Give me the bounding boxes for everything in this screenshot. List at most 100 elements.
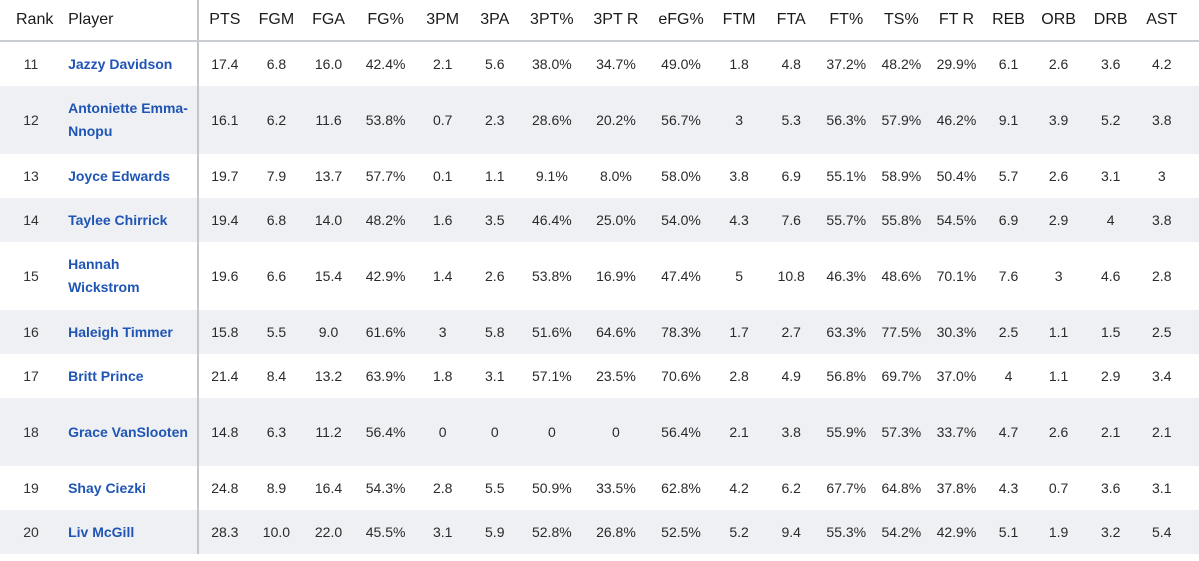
- stat-cell-fgm: 7.9: [266, 168, 287, 184]
- column-header-pts[interactable]: PTS: [198, 0, 251, 42]
- stat-cell-fgp: 45.5%: [354, 510, 417, 554]
- stat-cell-fgm: 6.6: [266, 268, 287, 284]
- player-cell: Jazzy Davidson: [62, 41, 200, 86]
- stat-cell-tpr: 33.5%: [596, 480, 636, 496]
- stat-cell-reb: 6.1: [998, 56, 1019, 72]
- player-link[interactable]: Joyce Edwards: [68, 167, 171, 184]
- stat-cell-ts: 69.7%: [881, 368, 922, 384]
- stat-cell-ts: 48.2%: [881, 56, 922, 72]
- stat-cell-reb: 4: [1004, 368, 1013, 384]
- player-link[interactable]: Jazzy Davidson: [68, 55, 173, 72]
- stat-cell-tpp: 0: [520, 398, 583, 466]
- column-header-fg[interactable]: FG%: [354, 0, 417, 42]
- stat-cell-drb: 5.2: [1085, 86, 1136, 154]
- stat-cell-fgm: 6.3: [250, 398, 303, 466]
- column-header-3pt[interactable]: 3PT%: [520, 0, 583, 42]
- stat-cell-tpp: 51.6%: [520, 310, 583, 354]
- player-link[interactable]: Taylee Chirrick: [68, 211, 168, 228]
- stat-cell-ast: 3.8: [1135, 198, 1188, 242]
- column-header-t[interactable]: T: [1187, 0, 1199, 42]
- stat-cell-fgm: 8.4: [266, 368, 287, 384]
- stat-cell-fgm: 8.9: [266, 480, 287, 496]
- stat-cell-fga: 13.7: [314, 168, 343, 184]
- player-link[interactable]: Grace VanSlooten: [68, 423, 188, 440]
- column-header-ft-r[interactable]: FT R: [927, 0, 986, 42]
- stat-cell-reb: 2.5: [985, 310, 1032, 354]
- stat-cell-orb: 2.6: [1031, 398, 1086, 466]
- column-header-fga[interactable]: FGA: [302, 0, 355, 42]
- column-header-orb[interactable]: ORB: [1031, 0, 1086, 42]
- column-header-ts[interactable]: TS%: [875, 0, 928, 42]
- player-cell: Antoniette Emma-Nnopu: [62, 86, 200, 154]
- stat-cell-ftr: 42.9%: [927, 510, 986, 554]
- column-header-3pt-r[interactable]: 3PT R: [582, 0, 649, 42]
- stat-cell-ftm: 2.8: [729, 368, 749, 384]
- stat-cell-orb: 0.7: [1048, 480, 1069, 496]
- stat-cell-reb: 5.7: [998, 168, 1019, 184]
- column-header-reb[interactable]: REB: [985, 0, 1032, 42]
- stat-cell-fgm: 10.0: [250, 510, 303, 554]
- stat-cell-orb: 3.9: [1031, 86, 1086, 154]
- player-link[interactable]: Haleigh Timmer: [68, 323, 173, 340]
- stat-cell-tpp: 9.1%: [535, 168, 568, 184]
- stat-cell-fga: 11.6: [302, 86, 355, 154]
- stat-cell-tpr: 20.2%: [582, 86, 649, 154]
- stat-cell-fga: 15.4: [314, 268, 343, 284]
- stat-cell-ts: 58.9%: [881, 168, 922, 184]
- stat-cell-ast: 5.4: [1135, 510, 1188, 554]
- player-cell: Taylee Chirrick: [62, 198, 200, 242]
- column-header-rank[interactable]: Rank: [0, 0, 63, 42]
- stat-cell-ftm: 5: [735, 268, 744, 284]
- stat-cell-drb: 3.2: [1085, 510, 1136, 554]
- stat-cell-tpm: 2.8: [432, 480, 453, 496]
- stat-cell-efg: 47.4%: [661, 268, 701, 284]
- stat-cell-ftr: 46.2%: [927, 86, 986, 154]
- table-row: 14 Taylee Chirrick 19.4 6.8 14.0 48.2% 1.6 3.5 4…: [0, 198, 1199, 242]
- stat-cell-pts: 15.8: [198, 310, 251, 354]
- stat-cell-ast: 3.4: [1152, 368, 1172, 384]
- column-header-3pa[interactable]: 3PA: [468, 0, 521, 42]
- stat-cell-drb: 4: [1085, 198, 1136, 242]
- stat-cell-tpm: 3: [416, 310, 469, 354]
- player-link[interactable]: Antoniette Emma-Nnopu: [68, 100, 188, 139]
- column-header-3pm[interactable]: 3PM: [416, 0, 469, 42]
- stat-cell-fgp: 57.7%: [365, 168, 406, 184]
- player-link[interactable]: Liv McGill: [68, 523, 135, 540]
- stat-cell-fgm: 6.8: [250, 198, 303, 242]
- stat-cell-tpm: 2.1: [432, 56, 453, 72]
- stat-cell-orb: 2.6: [1048, 56, 1069, 72]
- column-header-ftm[interactable]: FTM: [713, 0, 766, 42]
- rank-cell: 15: [23, 268, 39, 284]
- stat-cell-ts: 55.8%: [875, 198, 928, 242]
- column-header-fgm[interactable]: FGM: [250, 0, 303, 42]
- stat-cell-ast: 3.8: [1135, 86, 1188, 154]
- stat-cell-ftp: 37.2%: [826, 56, 867, 72]
- stat-cell-pts: 17.4: [211, 56, 239, 72]
- column-header-player[interactable]: Player: [62, 0, 200, 42]
- stat-cell-fgp: 61.6%: [354, 310, 417, 354]
- stat-cell-tpm: 1.4: [432, 268, 453, 284]
- stat-cell-tpa: 3.1: [485, 368, 505, 384]
- stat-cell-orb: 2.9: [1031, 198, 1086, 242]
- player-link[interactable]: Shay Ciezki: [68, 479, 146, 496]
- rank-cell: 20: [0, 510, 63, 554]
- stat-cell-ast: 4.2: [1152, 56, 1172, 72]
- stat-cell-tpm: 1.6: [416, 198, 469, 242]
- stat-cell-fta: 5.3: [765, 86, 818, 154]
- rank-cell: 17: [23, 368, 39, 384]
- column-header-efg[interactable]: eFG%: [648, 0, 714, 42]
- column-header-drb[interactable]: DRB: [1085, 0, 1136, 42]
- stat-cell-pts: 14.8: [198, 398, 251, 466]
- player-link[interactable]: Britt Prince: [68, 367, 144, 384]
- column-header-fta[interactable]: FTA: [765, 0, 818, 42]
- rank-cell: 18: [0, 398, 63, 466]
- stat-cell-fga: 16.4: [314, 480, 343, 496]
- column-header-ft[interactable]: FT%: [817, 0, 876, 42]
- table-row: 12 Antoniette Emma-Nnopu 16.1 6.2 11.6 53.8% 0…: [0, 86, 1199, 154]
- stat-cell-fga: 22.0: [302, 510, 355, 554]
- stat-cell-pts: 24.8: [211, 480, 239, 496]
- player-link[interactable]: Hannah Wickstrom: [68, 256, 140, 295]
- stat-cell-fta: 4.8: [781, 56, 801, 72]
- column-header-ast[interactable]: AST: [1135, 0, 1188, 42]
